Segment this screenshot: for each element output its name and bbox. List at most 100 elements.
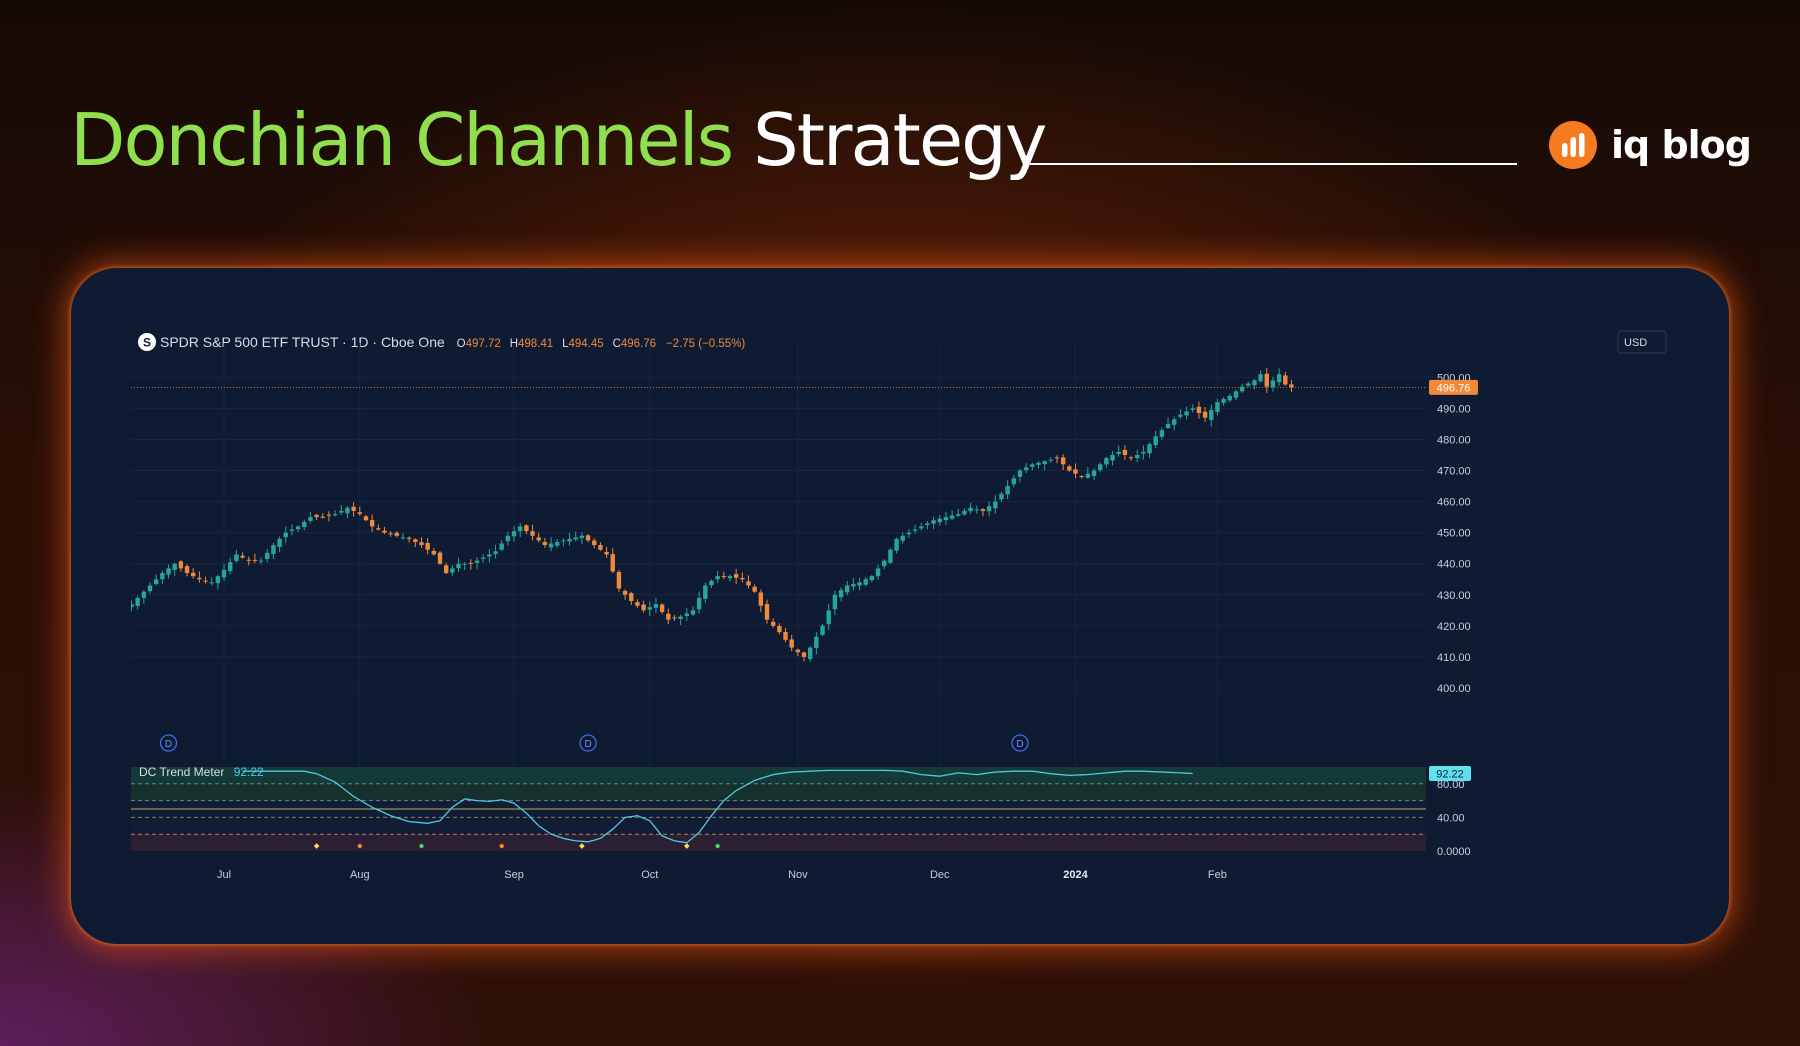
currency-button[interactable] [1617, 330, 1667, 354]
candle [641, 600, 646, 613]
candle-body [931, 520, 936, 524]
indicator-value: 92.22 [234, 765, 264, 779]
candle-body [647, 607, 652, 610]
candle-body [499, 543, 504, 550]
candle-body [295, 526, 301, 530]
candle [956, 508, 961, 518]
candle-body [666, 613, 671, 620]
dividend-letter: D [165, 739, 172, 750]
candle-body [1048, 459, 1054, 461]
candle [295, 525, 301, 533]
candle-body [376, 528, 381, 530]
candle [869, 574, 875, 583]
candle [857, 577, 862, 591]
candle [369, 514, 375, 533]
candle [845, 581, 850, 596]
candle [487, 549, 492, 563]
candle [696, 591, 702, 614]
candle [203, 576, 208, 584]
candle [437, 551, 443, 566]
candle [703, 582, 708, 603]
price-tick-label: 400.00 [1437, 683, 1471, 695]
time-tick-label: Nov [788, 869, 808, 881]
candle-body [585, 535, 591, 541]
candle-body [659, 604, 665, 612]
candle-body [1227, 395, 1232, 401]
candle [993, 495, 998, 514]
candle-body [653, 604, 659, 608]
candle-body [980, 509, 986, 511]
candle-body [450, 568, 455, 573]
low-value: 494.45 [569, 338, 604, 350]
brand-logo[interactable]: iq blog [1549, 121, 1752, 169]
candle-body [1141, 451, 1146, 454]
high-value: 498.41 [518, 338, 553, 350]
candle [431, 547, 437, 556]
candle-body [1165, 423, 1171, 429]
candle-body [696, 597, 702, 610]
candle [592, 538, 597, 549]
candle [826, 603, 831, 630]
candle [1141, 445, 1146, 460]
chart-card: S SPDR S&P 500 ETF TRUST · 1D · Cboe One… [71, 268, 1729, 944]
candle-body [999, 493, 1004, 500]
candle-body [758, 592, 764, 606]
candle-body [925, 523, 930, 526]
candle [209, 577, 214, 586]
price-chart[interactable]: S SPDR S&P 500 ETF TRUST · 1D · Cboe One… [71, 268, 1729, 944]
candle [801, 651, 807, 662]
candle-body [838, 590, 844, 598]
candle-body [1079, 476, 1084, 478]
candle-body [277, 538, 282, 547]
candle [986, 501, 992, 517]
candle-body [974, 509, 979, 511]
candle [240, 552, 245, 559]
candle [1079, 475, 1084, 479]
open-label: O [457, 338, 466, 350]
candle-body [869, 576, 875, 581]
candle-body [875, 568, 881, 577]
candle-body [635, 602, 640, 606]
candle [672, 614, 677, 622]
time-tick-label: Feb [1208, 869, 1227, 881]
candle-body [1196, 406, 1202, 414]
candle-body [419, 542, 424, 546]
candle-body [191, 572, 196, 577]
candle [770, 618, 776, 628]
candle-body [956, 514, 961, 516]
candle-body [795, 649, 801, 653]
candle-body [770, 621, 776, 626]
time-tick-label: 2024 [1063, 869, 1088, 881]
title-white: Strategy [752, 98, 1047, 182]
candle-body [443, 565, 449, 574]
candle-body [228, 562, 233, 572]
candle [308, 512, 313, 524]
indicator-tick-label: 80.00 [1437, 779, 1465, 791]
candle [252, 553, 258, 564]
candle-body [153, 579, 159, 585]
candle [1264, 368, 1269, 393]
candle [234, 549, 239, 563]
candle-body [400, 537, 406, 539]
candle-body [986, 506, 992, 512]
candle [357, 506, 362, 516]
candle [191, 568, 196, 579]
candle-body [302, 521, 307, 528]
candle [419, 537, 424, 548]
indicator-value-badge [1429, 766, 1471, 782]
symbol-icon [138, 333, 156, 351]
candle-body [1264, 373, 1269, 387]
candle [1209, 404, 1214, 427]
indicator-upper-band [131, 783, 1426, 801]
price-tick-label: 420.00 [1437, 621, 1471, 633]
candle [363, 514, 369, 522]
candle [511, 525, 517, 542]
candle-body [234, 554, 239, 561]
candle [715, 571, 720, 584]
candle [314, 513, 319, 521]
candle [820, 623, 825, 636]
candle [141, 590, 147, 604]
candle [197, 571, 202, 583]
candle-body [1023, 467, 1029, 471]
candle-body [345, 507, 350, 514]
